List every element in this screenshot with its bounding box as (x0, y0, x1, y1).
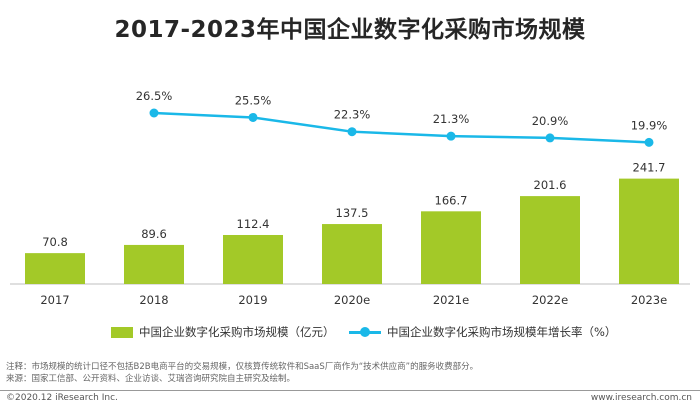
x-tick-label: 2017 (40, 293, 69, 307)
legend-item-bar: 中国企业数字化采购市场规模（亿元） (111, 324, 335, 340)
bar-value-label: 70.8 (42, 235, 68, 249)
x-tick-label: 2023e (631, 293, 667, 307)
bar (619, 178, 679, 284)
bar (322, 224, 382, 284)
x-tick-label: 2018 (139, 293, 168, 307)
chart-svg: 70.8 89.6 112.4 137.5 166.7 201.6 241.7 26.5% 2… (10, 89, 690, 307)
legend: 中国企业数字化采购市场规模（亿元） 中国企业数字化采购市场规模年增长率（%） (0, 324, 700, 344)
growth-rate-point (149, 108, 159, 118)
bar-value-label: 112.4 (237, 217, 270, 231)
legend-line-swatch (349, 326, 381, 338)
source-line: 来源：国家工信部、公开资料、企业访谈、艾瑞咨询研究院自主研究及绘制。 (6, 374, 296, 384)
x-tick-label: 2022e (532, 293, 568, 307)
growth-rate-line (153, 111, 650, 144)
chart-title: 2017-2023年中国企业数字化采购市场规模 (114, 17, 586, 43)
growth-rate-point (446, 131, 456, 141)
legend-bar-swatch (111, 326, 133, 338)
legend-item-line: 中国企业数字化采购市场规模年增长率（%） (349, 324, 616, 340)
growth-rate-label: 22.3% (334, 108, 371, 122)
bar-value-label: 166.7 (435, 193, 468, 207)
note-line: 注释：市场规模的统计口径不包括B2B电商平台的交易规模，仅核算传统软件和SaaS… (6, 362, 479, 372)
growth-rate-point (347, 127, 357, 137)
x-tick-label: 2021e (433, 293, 469, 307)
copyright: ©2020.12 iResearch Inc. (6, 393, 118, 403)
bar-value-label: 241.7 (633, 161, 666, 175)
growth-rate-point (248, 112, 258, 122)
bar-value-label: 137.5 (336, 206, 369, 220)
growth-rate-point (545, 133, 555, 143)
bar (124, 244, 184, 284)
footer-divider (0, 390, 700, 391)
legend-bar-label: 中国企业数字化采购市场规模（亿元） (139, 325, 335, 339)
growth-rate-label: 25.5% (235, 93, 272, 107)
bar (421, 211, 481, 284)
growth-rate-label: 26.5% (136, 89, 173, 103)
growth-rate-label: 19.9% (631, 118, 668, 132)
x-tick-label: 2019 (238, 293, 267, 307)
x-tick-label: 2020e (334, 293, 370, 307)
growth-rate-label: 20.9% (532, 114, 569, 128)
bar (25, 253, 85, 284)
website: www.iresearch.com.cn (590, 393, 692, 403)
footer: ©2020.12 iResearch Inc. www.iresearch.co… (6, 393, 692, 403)
bar-value-label: 201.6 (534, 178, 567, 192)
bar (520, 196, 580, 284)
bar-value-label: 89.6 (141, 227, 167, 241)
legend-line-label: 中国企业数字化采购市场规模年增长率（%） (387, 325, 617, 339)
growth-rate-point (644, 137, 654, 147)
growth-rate-label: 21.3% (433, 112, 470, 126)
notes: 注释：市场规模的统计口径不包括B2B电商平台的交易规模，仅核算传统软件和SaaS… (6, 361, 696, 385)
bar (223, 234, 283, 284)
